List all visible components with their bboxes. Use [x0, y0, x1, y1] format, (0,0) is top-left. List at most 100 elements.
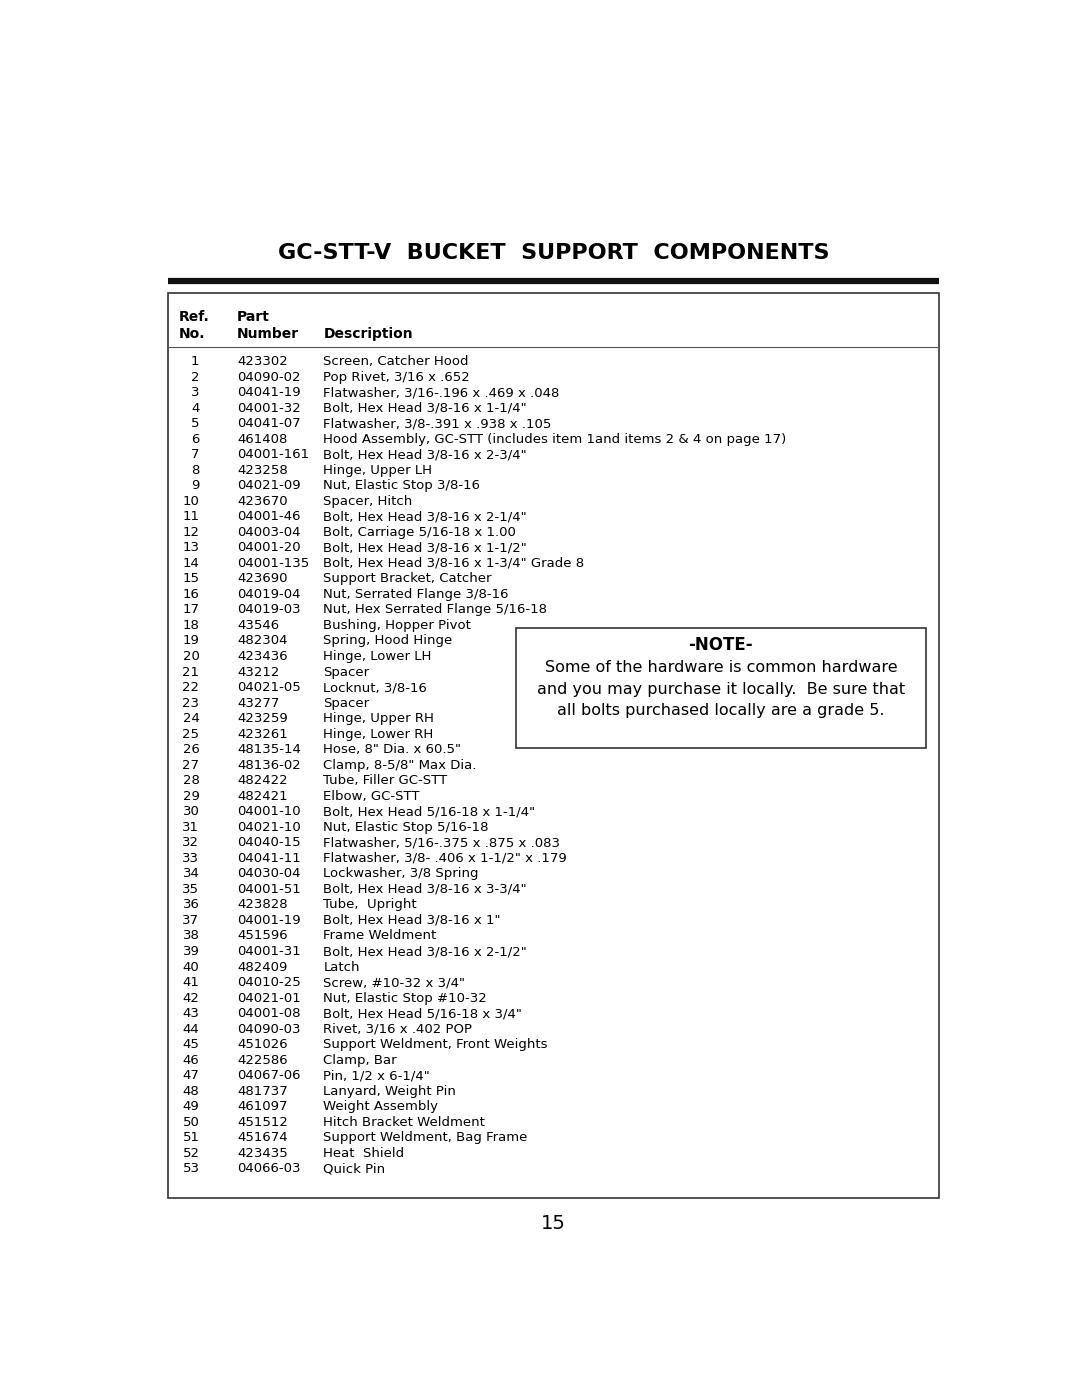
- Text: 04001-46: 04001-46: [238, 510, 300, 524]
- Text: Bolt, Hex Head 5/16-18 x 3/4": Bolt, Hex Head 5/16-18 x 3/4": [323, 1007, 523, 1020]
- Text: Bolt, Hex Head 5/16-18 x 1-1/4": Bolt, Hex Head 5/16-18 x 1-1/4": [323, 805, 536, 819]
- Text: 04041-07: 04041-07: [238, 418, 300, 430]
- Text: 461408: 461408: [238, 433, 287, 446]
- Text: Rivet, 3/16 x .402 POP: Rivet, 3/16 x .402 POP: [323, 1023, 472, 1035]
- Text: 482422: 482422: [238, 774, 287, 788]
- Text: 04030-04: 04030-04: [238, 868, 300, 880]
- Text: Description: Description: [323, 327, 413, 341]
- Text: 17: 17: [183, 604, 200, 616]
- Text: Support Bracket, Catcher: Support Bracket, Catcher: [323, 573, 491, 585]
- Text: 2: 2: [191, 370, 200, 384]
- Text: Clamp, 8-5/8" Max Dia.: Clamp, 8-5/8" Max Dia.: [323, 759, 476, 771]
- Text: 16: 16: [183, 588, 200, 601]
- Text: Heat  Shield: Heat Shield: [323, 1147, 404, 1160]
- Text: Nut, Elastic Stop 3/8-16: Nut, Elastic Stop 3/8-16: [323, 479, 481, 492]
- Text: Screen, Catcher Hood: Screen, Catcher Hood: [323, 355, 469, 367]
- Text: Support Weldment, Bag Frame: Support Weldment, Bag Frame: [323, 1132, 528, 1144]
- Text: Flatwasher, 5/16-.375 x .875 x .083: Flatwasher, 5/16-.375 x .875 x .083: [323, 837, 561, 849]
- Text: 04001-135: 04001-135: [238, 557, 309, 570]
- Text: 04001-51: 04001-51: [238, 883, 301, 895]
- Text: 482409: 482409: [238, 961, 287, 974]
- Text: 21: 21: [183, 665, 200, 679]
- Text: 5: 5: [191, 418, 200, 430]
- Text: 1: 1: [191, 355, 200, 367]
- Text: Spacer, Hitch: Spacer, Hitch: [323, 495, 413, 507]
- Text: 33: 33: [183, 852, 200, 865]
- Text: Spring, Hood Hinge: Spring, Hood Hinge: [323, 634, 453, 647]
- Text: 482421: 482421: [238, 789, 287, 803]
- Text: Ref.: Ref.: [178, 310, 210, 324]
- Text: Bolt, Hex Head 3/8-16 x 2-3/4": Bolt, Hex Head 3/8-16 x 2-3/4": [323, 448, 527, 461]
- Text: 39: 39: [183, 944, 200, 958]
- Text: Hood Assembly, GC-STT (includes item 1and items 2 & 4 on page 17): Hood Assembly, GC-STT (includes item 1an…: [323, 433, 786, 446]
- Text: 25: 25: [183, 728, 200, 740]
- Text: 31: 31: [183, 821, 200, 834]
- Text: 41: 41: [183, 977, 200, 989]
- Text: Pop Rivet, 3/16 x .652: Pop Rivet, 3/16 x .652: [323, 370, 470, 384]
- Text: 422586: 422586: [238, 1053, 287, 1067]
- Text: 53: 53: [183, 1162, 200, 1175]
- Text: 43277: 43277: [238, 697, 280, 710]
- Text: 49: 49: [183, 1101, 200, 1113]
- Text: 423258: 423258: [238, 464, 288, 476]
- Text: 48: 48: [183, 1084, 200, 1098]
- Text: Hinge, Upper LH: Hinge, Upper LH: [323, 464, 432, 476]
- Text: Bolt, Hex Head 3/8-16 x 1-1/4": Bolt, Hex Head 3/8-16 x 1-1/4": [323, 401, 527, 415]
- Text: 43212: 43212: [238, 665, 280, 679]
- Text: 451026: 451026: [238, 1038, 287, 1051]
- Text: 04001-32: 04001-32: [238, 401, 301, 415]
- Text: 451512: 451512: [238, 1116, 288, 1129]
- Text: 22: 22: [183, 682, 200, 694]
- Text: Hitch Bracket Weldment: Hitch Bracket Weldment: [323, 1116, 485, 1129]
- Text: 451596: 451596: [238, 929, 287, 943]
- Text: 14: 14: [183, 557, 200, 570]
- Text: 04021-10: 04021-10: [238, 821, 301, 834]
- Text: Locknut, 3/8-16: Locknut, 3/8-16: [323, 682, 428, 694]
- Text: Hinge, Lower RH: Hinge, Lower RH: [323, 728, 433, 740]
- Text: Hinge, Lower LH: Hinge, Lower LH: [323, 650, 432, 664]
- Text: Nut, Serrated Flange 3/8-16: Nut, Serrated Flange 3/8-16: [323, 588, 509, 601]
- Text: 24: 24: [183, 712, 200, 725]
- Text: Quick Pin: Quick Pin: [323, 1162, 386, 1175]
- Text: Spacer: Spacer: [323, 665, 369, 679]
- Text: 52: 52: [183, 1147, 200, 1160]
- Text: 423435: 423435: [238, 1147, 288, 1160]
- Text: 48135-14: 48135-14: [238, 743, 301, 756]
- Text: 481737: 481737: [238, 1084, 288, 1098]
- Text: 29: 29: [183, 789, 200, 803]
- Text: 04090-03: 04090-03: [238, 1023, 300, 1035]
- Text: 04001-20: 04001-20: [238, 541, 300, 555]
- Text: 19: 19: [183, 634, 200, 647]
- Text: 26: 26: [183, 743, 200, 756]
- Text: 04021-05: 04021-05: [238, 682, 301, 694]
- Text: Hose, 8" Dia. x 60.5": Hose, 8" Dia. x 60.5": [323, 743, 461, 756]
- Text: Clamp, Bar: Clamp, Bar: [323, 1053, 397, 1067]
- Text: 36: 36: [183, 898, 200, 911]
- Text: 51: 51: [183, 1132, 200, 1144]
- Text: 45: 45: [183, 1038, 200, 1051]
- Text: Number: Number: [238, 327, 299, 341]
- Text: 27: 27: [183, 759, 200, 771]
- Text: 40: 40: [183, 961, 200, 974]
- Text: 482304: 482304: [238, 634, 287, 647]
- Text: GC-STT-V  BUCKET  SUPPORT  COMPONENTS: GC-STT-V BUCKET SUPPORT COMPONENTS: [278, 243, 829, 263]
- Text: 43: 43: [183, 1007, 200, 1020]
- Text: 7: 7: [191, 448, 200, 461]
- Text: 04021-09: 04021-09: [238, 479, 300, 492]
- Text: 6: 6: [191, 433, 200, 446]
- Text: Hinge, Upper RH: Hinge, Upper RH: [323, 712, 434, 725]
- Text: 44: 44: [183, 1023, 200, 1035]
- Text: Bolt, Hex Head 3/8-16 x 1": Bolt, Hex Head 3/8-16 x 1": [323, 914, 501, 928]
- Text: Tube, Filler GC-STT: Tube, Filler GC-STT: [323, 774, 447, 788]
- Text: 9: 9: [191, 479, 200, 492]
- Text: Nut, Elastic Stop 5/16-18: Nut, Elastic Stop 5/16-18: [323, 821, 489, 834]
- Text: 04010-25: 04010-25: [238, 977, 301, 989]
- Text: Bolt, Hex Head 3/8-16 x 2-1/4": Bolt, Hex Head 3/8-16 x 2-1/4": [323, 510, 527, 524]
- Text: 04041-19: 04041-19: [238, 386, 300, 400]
- Text: Bolt, Hex Head 3/8-16 x 1-3/4" Grade 8: Bolt, Hex Head 3/8-16 x 1-3/4" Grade 8: [323, 557, 584, 570]
- Text: 04019-04: 04019-04: [238, 588, 300, 601]
- Text: Lanyard, Weight Pin: Lanyard, Weight Pin: [323, 1084, 456, 1098]
- Text: 461097: 461097: [238, 1101, 287, 1113]
- Text: 04019-03: 04019-03: [238, 604, 300, 616]
- Text: 35: 35: [183, 883, 200, 895]
